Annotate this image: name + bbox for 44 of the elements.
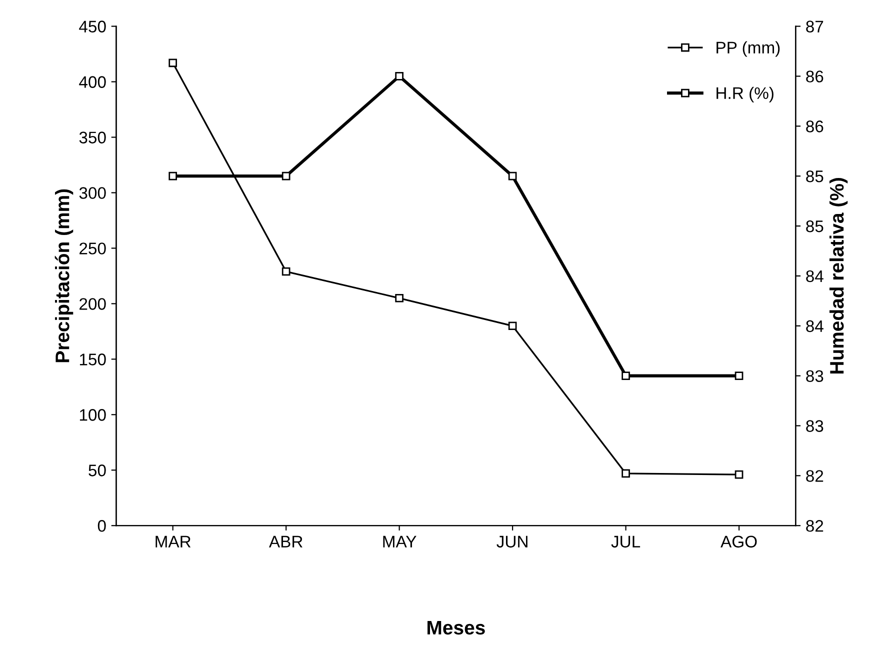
y2-tick-label: 82 (806, 520, 824, 532)
point (282, 172, 290, 180)
point (395, 72, 404, 80)
point (734, 372, 744, 380)
y-tick-label: 50 (88, 464, 106, 476)
point (168, 172, 178, 180)
point (734, 470, 744, 479)
y-tick-label: 350 (79, 132, 106, 144)
point (622, 469, 630, 478)
point (622, 372, 630, 380)
y-tick-label: 0 (98, 520, 106, 532)
point (508, 322, 517, 330)
x-tick-label: MAY (383, 536, 416, 548)
y-tick-label: 150 (80, 354, 106, 366)
legend-label: PP (mm) (716, 41, 780, 57)
y-tick-label: 300 (79, 187, 106, 199)
x-tick-label: ABR (268, 536, 302, 548)
point (282, 267, 290, 276)
y-tick-label: 100 (80, 409, 106, 421)
y-tick-label: 200 (80, 298, 106, 310)
point (508, 172, 517, 180)
y2-tick-label: 85 (806, 220, 824, 232)
y2-tick-label: 82 (806, 470, 824, 482)
point (168, 58, 178, 68)
y2-tick-label: 83 (806, 370, 824, 382)
x-tick-label: MAR (156, 536, 191, 548)
y2-tick-label: 83 (806, 420, 824, 432)
y2-tick-label: 84 (806, 320, 824, 332)
y2-tick-label: 86 (806, 70, 824, 82)
y-axis-title: Precipitación (mm) (54, 189, 74, 362)
y2-axis-title: Humedad relativa (%) (829, 178, 848, 374)
legend-label: H.R (%) (716, 86, 774, 102)
y-tick-label: 400 (79, 76, 106, 88)
y-tick-label: 250 (80, 242, 106, 254)
x-axis-title: Meses (428, 621, 485, 635)
point (395, 294, 404, 302)
y2-tick-label: 86 (806, 120, 824, 132)
y-tick-label: 450 (79, 20, 106, 32)
x-tick-label: AGO (720, 536, 757, 548)
x-tick-label: JUN (496, 536, 528, 548)
y2-tick-label: 87 (806, 20, 824, 32)
y2-tick-label: 84 (806, 270, 824, 282)
x-tick-label: JUL (611, 536, 640, 548)
y2-tick-label: 85 (806, 170, 824, 182)
